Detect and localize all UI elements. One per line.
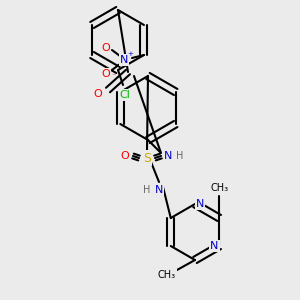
- Text: O: O: [94, 89, 102, 99]
- Text: ⁻: ⁻: [112, 71, 116, 80]
- Text: N: N: [155, 185, 163, 195]
- Text: CH₃: CH₃: [158, 270, 176, 280]
- Text: H: H: [176, 151, 184, 161]
- Text: O: O: [165, 151, 173, 161]
- Text: Cl: Cl: [120, 90, 130, 100]
- Text: N: N: [120, 55, 128, 65]
- Text: CH₃: CH₃: [210, 183, 228, 193]
- Text: H: H: [143, 185, 151, 195]
- Text: O: O: [102, 69, 110, 79]
- Text: O: O: [121, 151, 129, 161]
- Text: +: +: [127, 51, 133, 57]
- Text: N: N: [164, 151, 172, 161]
- Text: N: N: [196, 199, 204, 209]
- Text: N: N: [210, 241, 218, 251]
- Text: O: O: [102, 43, 110, 53]
- Text: S: S: [143, 152, 151, 164]
